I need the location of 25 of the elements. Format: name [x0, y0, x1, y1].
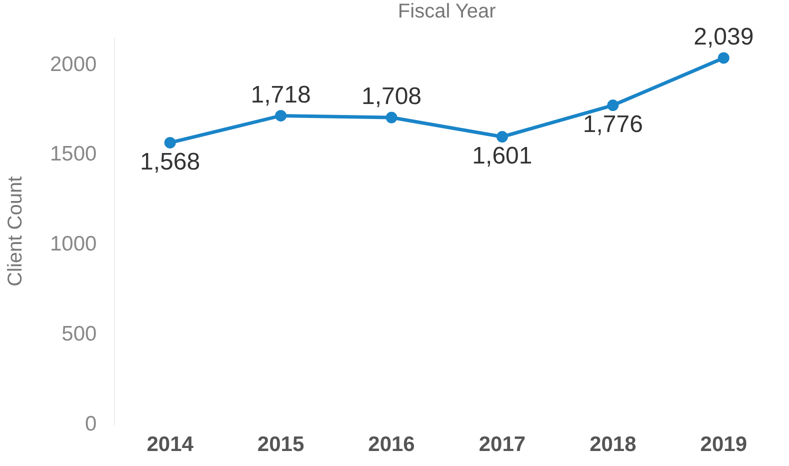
point: [164, 136, 176, 148]
data-label: 2,039: [694, 24, 754, 51]
y-tick-label: 1500: [50, 142, 97, 166]
y-axis-title: Client Count: [4, 176, 27, 286]
x-axis-title: Fiscal Year: [398, 0, 496, 23]
x-tick-label: 2016: [368, 433, 415, 456]
x-tick-label: 2014: [146, 433, 194, 456]
y-tick-label: 2000: [50, 52, 97, 76]
data-label: 1,568: [140, 148, 200, 176]
data-label: 1,718: [250, 81, 311, 108]
point: [496, 131, 508, 143]
x-tick-label: 2015: [257, 433, 304, 456]
x-tick-label: 2019: [700, 433, 747, 456]
data-label: 1,776: [582, 110, 643, 138]
point: [275, 110, 287, 122]
point: [718, 52, 730, 64]
x-tick-label: 2018: [590, 433, 637, 456]
point: [386, 112, 398, 124]
y-tick-label: 0: [85, 412, 97, 436]
y-tick-label: 500: [62, 322, 97, 346]
y-tick-label: 1000: [50, 232, 97, 256]
data-label: 1,601: [472, 142, 532, 170]
data-label: 1,708: [361, 83, 422, 110]
point: [607, 100, 619, 112]
x-tick-label: 2017: [478, 433, 526, 456]
